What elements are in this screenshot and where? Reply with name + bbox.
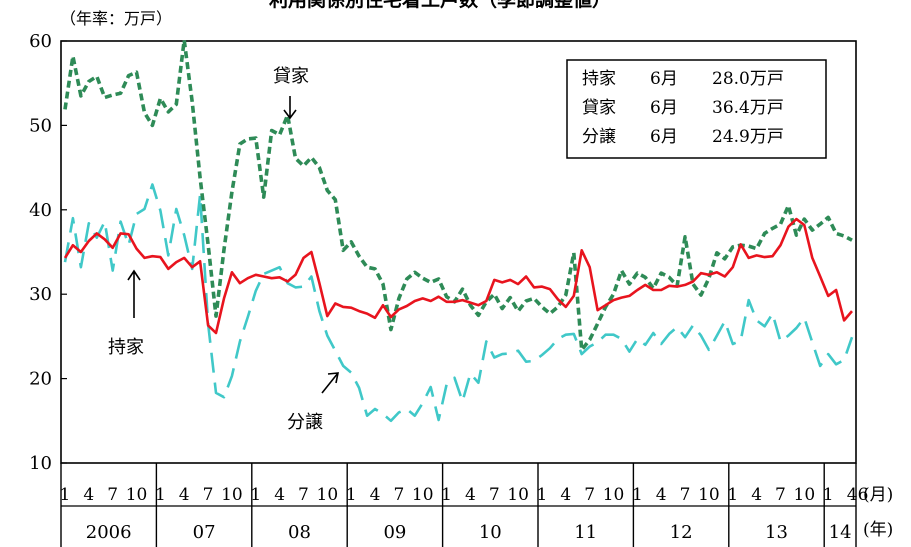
series-line-rental xyxy=(63,38,853,352)
year-label: 09 xyxy=(383,522,406,543)
month-tick-label: 7 xyxy=(298,485,309,505)
month-axis-unit: (月) xyxy=(863,485,893,505)
month-tick-label: 1 xyxy=(250,485,261,505)
plot-area xyxy=(60,40,857,464)
series-line-condo xyxy=(63,183,854,423)
month-tick-label: 10 xyxy=(698,485,720,505)
year-label: 11 xyxy=(574,522,597,543)
month-tick-label: 4 xyxy=(370,485,381,505)
arrow-owner xyxy=(127,269,141,318)
info-row-owner-name: 持家 xyxy=(582,69,616,89)
month-tick-label: 4 xyxy=(751,485,762,505)
year-label: 14 xyxy=(829,522,852,543)
month-tick-label: 10 xyxy=(126,485,148,505)
info-row-condo-name: 分譲 xyxy=(582,127,616,147)
month-tick-label: 1 xyxy=(823,485,834,505)
info-row-rental-value: 36.4万戸 xyxy=(712,98,784,118)
info-row-condo-value: 24.9万戸 xyxy=(712,127,784,147)
info-row-owner-value: 28.0万戸 xyxy=(712,69,784,89)
month-tick-label: 1 xyxy=(346,485,357,505)
annotation-rental: 貸家 xyxy=(273,66,309,87)
month-tick-label: 10 xyxy=(794,485,816,505)
month-tick-label: 1 xyxy=(60,485,71,505)
month-tick-label: 4 xyxy=(83,485,94,505)
series-lines xyxy=(63,38,854,423)
year-label: 2006 xyxy=(86,522,132,543)
year-label: 13 xyxy=(765,522,788,543)
y-tick-label: 60 xyxy=(29,31,52,52)
month-tick-label: 10 xyxy=(317,485,339,505)
unit-label: （年率：万戸） xyxy=(60,9,172,28)
month-tick-label: 1 xyxy=(155,485,166,505)
month-tick-label: 4 xyxy=(179,485,190,505)
info-row-rental-month: 6月 xyxy=(650,98,678,118)
arrow-rental xyxy=(283,96,297,120)
chart-title: 利用関係別住宅着工戸数（季節調整値） xyxy=(269,0,611,11)
info-box: 持家 6月 28.0万戸 貸家 6月 36.4万戸 分譲 6月 24.9万戸 xyxy=(566,59,827,159)
y-tick-label: 10 xyxy=(29,453,52,474)
month-tick-label: 7 xyxy=(775,485,786,505)
month-tick-label: 10 xyxy=(221,485,243,505)
month-tick-label: 7 xyxy=(584,485,595,505)
year-label: 08 xyxy=(288,522,311,543)
month-tick-label: 46 xyxy=(847,485,869,505)
y-tick-label: 40 xyxy=(29,200,52,221)
month-tick-label: 4 xyxy=(274,485,285,505)
info-row-rental-name: 貸家 xyxy=(582,98,616,118)
info-row-condo-month: 6月 xyxy=(650,127,678,147)
month-tick-label: 4 xyxy=(465,485,476,505)
series-line-owner xyxy=(63,217,853,335)
month-tick-label: 7 xyxy=(393,485,404,505)
plot-border xyxy=(60,40,857,464)
arrow-condo xyxy=(321,372,339,394)
month-tick-label: 1 xyxy=(632,485,643,505)
info-row-owner-month: 6月 xyxy=(650,69,678,89)
month-tick-label: 7 xyxy=(680,485,691,505)
year-label: 12 xyxy=(670,522,693,543)
y-tick-label: 50 xyxy=(29,115,52,136)
month-tick-label: 10 xyxy=(412,485,434,505)
month-tick-label: 10 xyxy=(507,485,529,505)
month-tick-label: 7 xyxy=(489,485,500,505)
month-tick-label: 4 xyxy=(560,485,571,505)
year-label: 10 xyxy=(479,522,502,543)
info-box-frame xyxy=(566,59,827,159)
month-tick-label: 10 xyxy=(603,485,625,505)
annotation-condo: 分譲 xyxy=(287,412,323,433)
month-tick-label: 7 xyxy=(203,485,214,505)
month-tick-label: 1 xyxy=(537,485,548,505)
year-label: 07 xyxy=(193,522,216,543)
month-tick-label: 4 xyxy=(656,485,667,505)
y-tick-label: 20 xyxy=(29,369,52,390)
y-axis: 10 20 30 40 50 60 xyxy=(29,31,67,474)
month-tick-label: 1 xyxy=(727,485,738,505)
month-tick-label: 1 xyxy=(441,485,452,505)
year-axis-unit: (年) xyxy=(863,520,893,540)
y-tick-label: 30 xyxy=(29,284,52,305)
month-tick-label: 7 xyxy=(107,485,118,505)
annotation-owner: 持家 xyxy=(108,337,144,358)
annotations: 貸家 持家 分譲 xyxy=(108,66,339,433)
